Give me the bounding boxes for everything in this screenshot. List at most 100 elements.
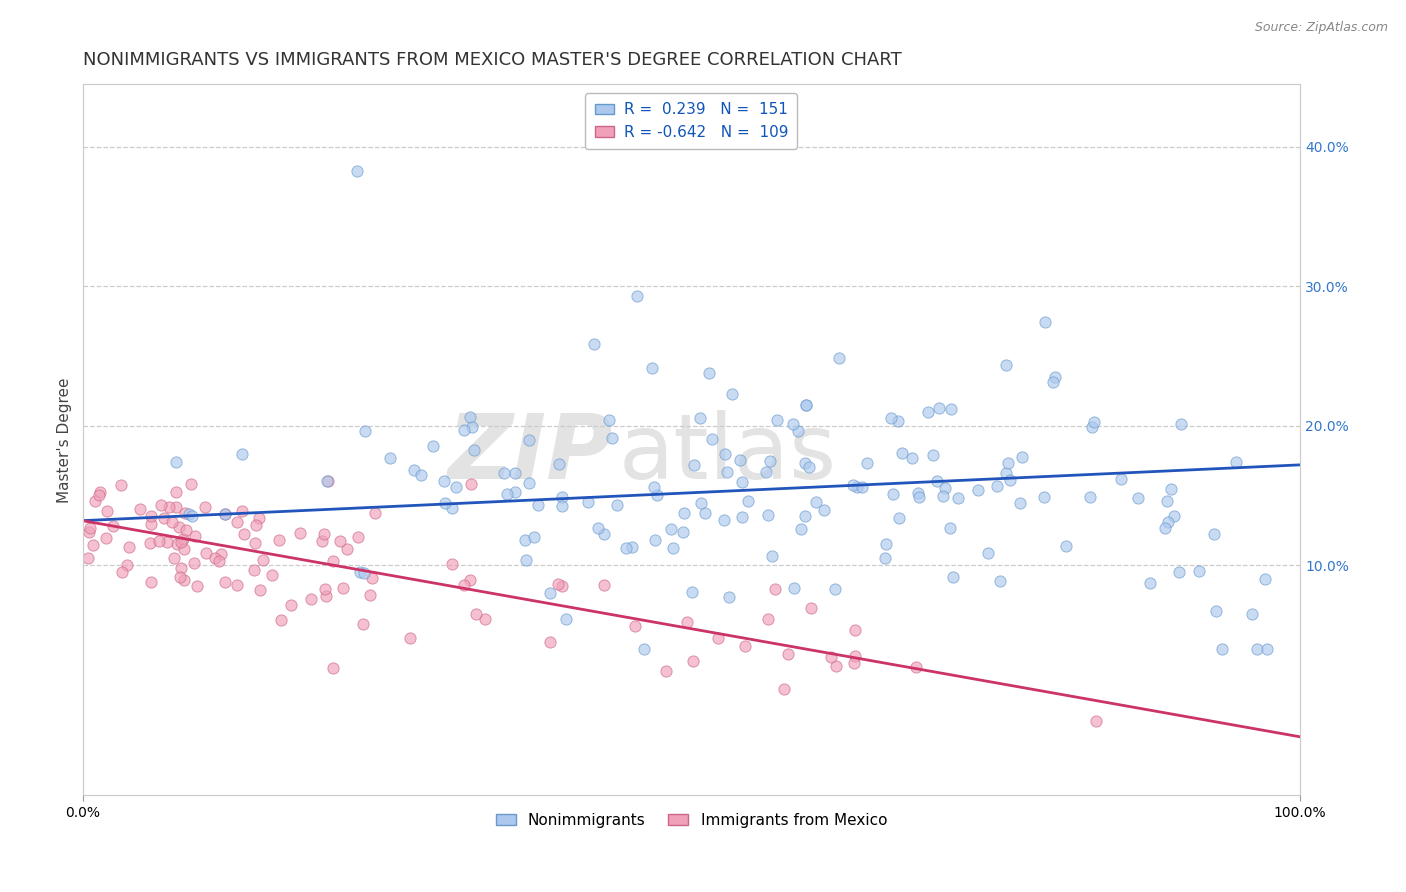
- Point: [672, 524, 695, 539]
- Point: [150, 498, 173, 512]
- Point: [946, 491, 969, 505]
- Point: [96, 504, 118, 518]
- Point: [1128, 491, 1150, 505]
- Point: [905, 659, 928, 673]
- Point: [398, 631, 420, 645]
- Point: [166, 536, 188, 550]
- Point: [1078, 491, 1101, 505]
- Point: [169, 520, 191, 534]
- Point: [422, 439, 444, 453]
- Point: [766, 412, 789, 426]
- Point: [804, 495, 827, 509]
- Point: [643, 480, 665, 494]
- Point: [353, 566, 375, 581]
- Point: [165, 455, 187, 469]
- Point: [183, 529, 205, 543]
- Point: [378, 450, 401, 465]
- Point: [1163, 509, 1185, 524]
- Point: [844, 623, 866, 637]
- Point: [84, 493, 107, 508]
- Point: [129, 502, 152, 516]
- Point: [173, 542, 195, 557]
- Point: [994, 466, 1017, 480]
- Point: [846, 479, 869, 493]
- Point: [623, 619, 645, 633]
- Point: [183, 556, 205, 570]
- Point: [165, 500, 187, 514]
- Point: [644, 533, 666, 548]
- Point: [1154, 521, 1177, 535]
- Point: [793, 456, 815, 470]
- Point: [163, 551, 186, 566]
- Point: [655, 664, 678, 678]
- Point: [683, 458, 706, 473]
- Point: [517, 476, 540, 491]
- Point: [827, 351, 849, 365]
- Point: [932, 489, 955, 503]
- Point: [299, 592, 322, 607]
- Point: [89, 485, 111, 500]
- Point: [600, 432, 623, 446]
- Point: [1240, 607, 1263, 621]
- Point: [1139, 576, 1161, 591]
- Point: [515, 553, 537, 567]
- Point: [444, 480, 467, 494]
- Point: [231, 447, 253, 461]
- Point: [441, 500, 464, 515]
- Point: [193, 500, 215, 514]
- Point: [245, 536, 267, 550]
- Point: [682, 654, 704, 668]
- Point: [756, 612, 779, 626]
- Point: [988, 574, 1011, 589]
- Point: [360, 571, 382, 585]
- Point: [174, 523, 197, 537]
- Point: [322, 661, 344, 675]
- Point: [875, 536, 897, 550]
- Point: [994, 358, 1017, 372]
- Point: [349, 565, 371, 579]
- Point: [917, 405, 939, 419]
- Point: [1033, 490, 1056, 504]
- Point: [1168, 566, 1191, 580]
- Point: [110, 478, 132, 492]
- Point: [761, 549, 783, 563]
- Point: [440, 557, 463, 571]
- Point: [731, 475, 754, 489]
- Point: [461, 420, 484, 434]
- Point: [942, 570, 965, 584]
- Text: atlas: atlas: [619, 410, 837, 498]
- Point: [695, 506, 717, 520]
- Point: [115, 558, 138, 573]
- Point: [672, 506, 695, 520]
- Point: [986, 479, 1008, 493]
- Point: [689, 496, 711, 510]
- Point: [554, 612, 576, 626]
- Point: [626, 289, 648, 303]
- Point: [662, 541, 685, 555]
- Point: [458, 410, 481, 425]
- Point: [1054, 539, 1077, 553]
- Point: [270, 613, 292, 627]
- Point: [676, 615, 699, 629]
- Point: [231, 504, 253, 518]
- Point: [172, 532, 194, 546]
- Point: [214, 507, 236, 521]
- Point: [598, 413, 620, 427]
- Point: [700, 432, 723, 446]
- Point: [887, 511, 910, 525]
- Point: [247, 510, 270, 524]
- Point: [322, 554, 344, 568]
- Point: [755, 465, 778, 479]
- Point: [689, 411, 711, 425]
- Point: [352, 617, 374, 632]
- Point: [77, 524, 100, 539]
- Point: [288, 525, 311, 540]
- Point: [517, 433, 540, 447]
- Point: [576, 495, 599, 509]
- Point: [790, 522, 813, 536]
- Point: [901, 451, 924, 466]
- Point: [315, 589, 337, 603]
- Point: [734, 640, 756, 654]
- Point: [593, 526, 616, 541]
- Point: [890, 446, 912, 460]
